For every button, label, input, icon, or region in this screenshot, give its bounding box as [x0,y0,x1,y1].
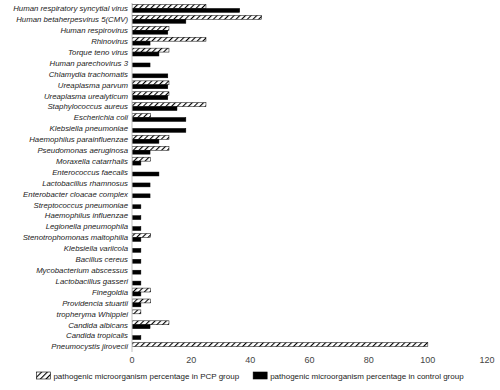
category-label: Lactobacillus gasseri [56,277,129,286]
bar [132,92,169,96]
category-label: Ureaplasma urealyticum [44,92,129,101]
x-tick-label: 60 [304,355,314,365]
bar [132,107,177,111]
legend-label: pathogenic microorganism percentage in P… [53,372,239,381]
category-label: Enterobacter cloacae complex [23,190,129,199]
category-label: Stenotrophomonas maltophilia [23,233,129,242]
bar [132,128,186,132]
category-label: Finegoldia [92,288,129,297]
bar [132,281,141,285]
y-axis [132,3,133,352]
category-label: Staphylococcus aureus [47,102,128,111]
bar [132,85,168,89]
bar [132,139,159,143]
x-tick-label: 20 [186,355,196,365]
bar [132,96,168,100]
bar [132,37,206,41]
bar [132,172,159,176]
bar [132,15,262,19]
bar [132,288,151,292]
x-tick-label: 0 [129,355,134,365]
x-tick-label: 40 [245,355,255,365]
bar [132,161,141,165]
x-tick-label: 80 [364,355,374,365]
category-label: Klebsiella variicola [64,244,129,253]
bar [132,114,151,118]
legend-swatch [36,372,50,379]
x-tick-label: 120 [479,355,494,365]
category-label: Escherichia coli [74,113,128,122]
bar [132,248,141,252]
bar [132,48,169,52]
bar [132,183,150,187]
bar [132,292,141,296]
category-label: Ureaplasma parvum [58,81,129,90]
category-label: Providencia stuartii [62,299,128,308]
bar [132,19,186,23]
category-label: Bacillus cereus [76,255,129,264]
bar [132,41,150,45]
category-label: Candida albicans [68,321,128,330]
category-label: Streptococcus pneumoniae [34,201,129,210]
bar [132,237,141,241]
bar [132,157,151,161]
bar [132,216,141,220]
bar [132,310,141,314]
bar [132,227,141,231]
category-label: Klebsiella pneumoniae [50,124,129,133]
bars [132,5,428,347]
category-label: tropheryma Whipplei [56,310,128,319]
bar [132,52,159,56]
category-label: Enterococcus faecalis [52,168,128,177]
legend: pathogenic microorganism percentage in P… [36,372,464,381]
bar [132,26,169,30]
category-label: Haemophilus parainfluenzae [29,135,128,144]
bar [132,103,206,107]
category-label: Human betaherpesvirus 5(CMV) [16,15,128,24]
category-label: Human parechovirus 3 [50,59,129,68]
category-label: Legionella pneumophila [46,222,129,231]
legend-label: pathogenic microorganism percentage in c… [270,372,464,381]
legend-swatch [253,372,267,379]
category-label: Pneumocystis jirovecii [51,342,128,351]
bar [132,63,150,67]
bar [132,259,141,263]
bar [132,30,168,34]
bar [132,299,151,303]
category-label: Human respirovirus [60,26,128,35]
bar [132,321,169,325]
category-label: Moraxella catarrhalis [56,157,128,166]
bar [132,74,168,78]
bar [132,8,240,12]
bar [132,118,186,122]
bar [132,325,150,329]
category-label: Human respiratory syncytial virus [13,4,128,13]
bar [132,135,169,139]
category-label: Torque teno virus [68,48,128,57]
bar [132,270,141,274]
category-label: Rhinovirus [91,37,128,46]
category-label: Haemophilus influenzae [45,211,129,220]
bar [132,150,150,154]
bar [132,234,151,238]
x-tick-label: 100 [420,355,435,365]
category-label: Mycobacterium abscessus [36,266,128,275]
category-label: Chlamydia trachomatis [49,70,128,79]
bar [132,5,206,9]
bar [132,146,169,150]
bar [132,81,169,85]
category-label: Candida tropicalis [66,331,128,340]
category-label: Lactobacillus rhamnosus [42,179,128,188]
chart: Human respiratory syncytial virus Human b… [0,0,500,390]
bar [132,205,141,209]
bar [132,336,141,340]
bar [132,194,150,198]
category-label: Pseudomonas aeruginosa [37,146,128,155]
bar [132,343,428,347]
bar [132,303,141,307]
